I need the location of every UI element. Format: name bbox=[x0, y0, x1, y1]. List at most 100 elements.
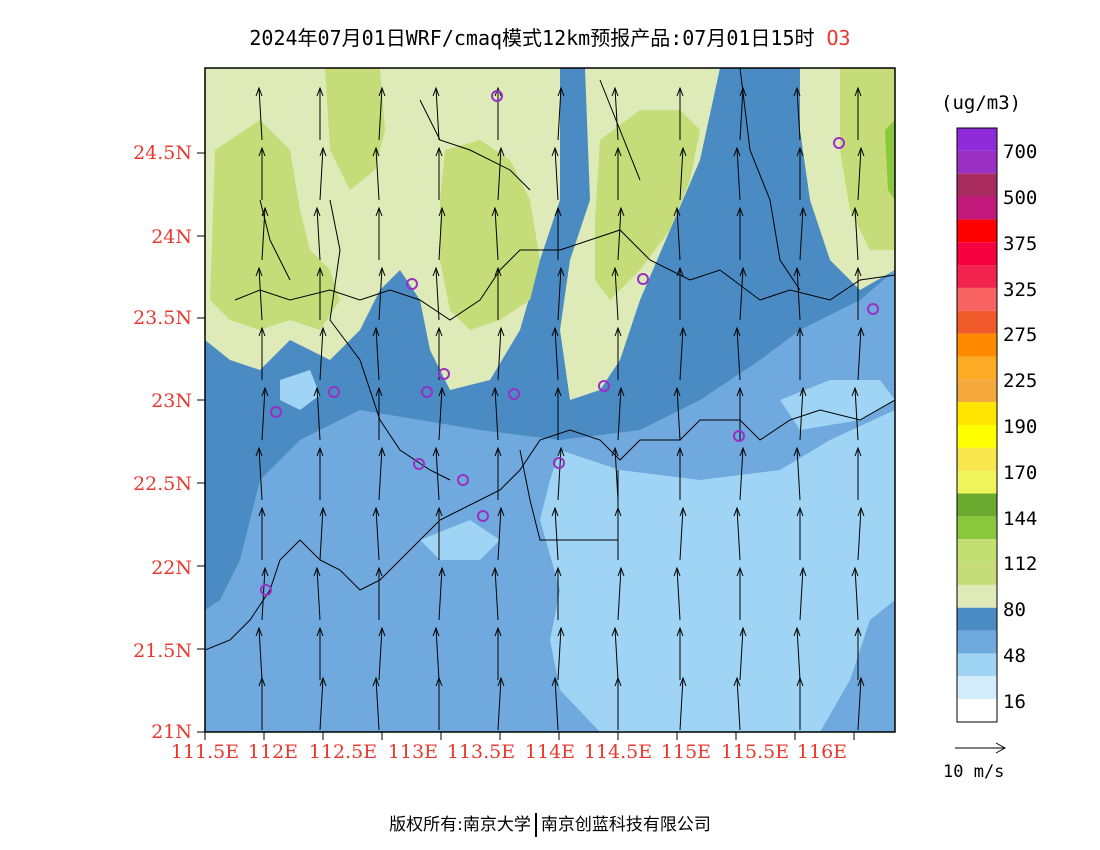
colorbar-segment bbox=[957, 607, 997, 631]
wind-arrow bbox=[438, 567, 443, 621]
wind-arrowhead bbox=[793, 446, 801, 457]
wind-arrowhead bbox=[611, 626, 619, 637]
wind-arrow bbox=[435, 267, 440, 321]
wind-arrowhead bbox=[435, 506, 443, 517]
lat-label: 22N bbox=[151, 557, 192, 579]
wind-arrowhead bbox=[316, 86, 324, 97]
wind-arrowhead bbox=[494, 266, 502, 277]
wind-arrow bbox=[617, 207, 622, 261]
wind-arrowhead bbox=[739, 86, 747, 97]
wind-arrow bbox=[857, 677, 862, 731]
wind-arrowhead bbox=[319, 146, 327, 157]
wind-arrowhead bbox=[372, 506, 380, 517]
wind-arrow bbox=[857, 327, 862, 381]
wind-arrow bbox=[676, 567, 681, 621]
lon-label: 114E bbox=[524, 741, 576, 763]
colorbar-segment bbox=[957, 425, 997, 448]
colorbar-segment bbox=[957, 584, 997, 608]
lat-label: 23.5N bbox=[133, 307, 192, 329]
colorbar-segment bbox=[957, 219, 997, 243]
wind-arrow bbox=[679, 677, 684, 731]
wind-arrowhead bbox=[432, 446, 440, 457]
wind-arrow bbox=[739, 447, 744, 501]
colorbar-segment bbox=[957, 128, 997, 151]
wind-arrowhead bbox=[736, 566, 744, 577]
station-circle bbox=[457, 474, 469, 486]
ozone-contour-field bbox=[205, 68, 895, 732]
colorbar bbox=[956, 127, 998, 723]
wind-arrow bbox=[854, 567, 859, 621]
wind-arrow bbox=[375, 677, 380, 731]
wind-arrow bbox=[796, 447, 801, 501]
map-title: 2024年07月01日WRF/cmaq模式12km预报产品:07月01日15时 O… bbox=[0, 22, 1100, 51]
wind-arrowhead bbox=[851, 386, 859, 397]
lat-label: 24.5N bbox=[133, 142, 192, 164]
wind-arrowhead bbox=[679, 146, 687, 157]
partner-text: 南京创蓝科技有限公司 bbox=[540, 815, 711, 835]
wind-arrowhead bbox=[372, 676, 380, 687]
wind-arrowhead bbox=[319, 326, 327, 337]
wind-arrowhead bbox=[557, 86, 565, 97]
wind-arrowhead bbox=[438, 206, 446, 217]
wind-arrowhead bbox=[258, 146, 266, 157]
station-circle bbox=[421, 386, 433, 398]
wind-arrow bbox=[557, 87, 562, 141]
wind-arrow bbox=[614, 87, 619, 141]
colorbar-label: 48 bbox=[1003, 645, 1026, 667]
wind-arrow bbox=[494, 567, 499, 621]
wind-arrowhead bbox=[857, 506, 865, 517]
wind-arrowhead bbox=[554, 386, 562, 397]
wind-arrow bbox=[261, 207, 266, 261]
wind-arrowhead bbox=[617, 566, 625, 577]
colorbar-label: 170 bbox=[1003, 462, 1038, 484]
station-circle bbox=[406, 278, 418, 290]
wind-arrowhead bbox=[679, 326, 687, 337]
wind-arrow bbox=[316, 207, 321, 261]
wind-arrowhead bbox=[497, 146, 505, 157]
wind-arrowhead bbox=[857, 326, 865, 337]
wind-arrowhead bbox=[491, 386, 499, 397]
lat-label: 24N bbox=[151, 226, 192, 248]
wind-arrowhead bbox=[551, 326, 559, 337]
lat-label: 21N bbox=[151, 721, 192, 743]
colorbar-label: 112 bbox=[1003, 553, 1038, 575]
wind-arrow bbox=[854, 207, 859, 261]
station-circle bbox=[260, 584, 272, 596]
wind-arrow bbox=[319, 507, 324, 561]
wind-reference-arrow bbox=[955, 742, 1007, 754]
wind-arrowhead bbox=[255, 86, 263, 97]
wind-arrowhead bbox=[432, 266, 440, 277]
wind-arrow bbox=[494, 207, 499, 261]
wind-arrowhead bbox=[611, 446, 619, 457]
wind-arrowhead bbox=[497, 326, 505, 337]
wind-arrow bbox=[554, 677, 559, 731]
wind-arrowhead bbox=[319, 676, 327, 687]
colorbar-segment bbox=[957, 287, 997, 311]
wind-reference-label: 10 m/s bbox=[943, 762, 1005, 782]
colorbar-segment bbox=[957, 310, 997, 334]
wind-arrow bbox=[378, 87, 383, 141]
wind-arrow bbox=[679, 327, 684, 381]
wind-arrow bbox=[258, 627, 263, 681]
wind-arrowhead bbox=[793, 86, 801, 97]
wind-arrow bbox=[258, 267, 263, 321]
colorbar-label: 225 bbox=[1003, 370, 1038, 392]
wind-arrowhead bbox=[378, 86, 386, 97]
wind-arrow bbox=[319, 147, 324, 201]
wind-arrow bbox=[378, 627, 383, 681]
colorbar-segment bbox=[957, 539, 997, 563]
wind-arrow bbox=[375, 507, 380, 561]
colorbar-segment bbox=[957, 676, 997, 700]
station-circle bbox=[598, 380, 610, 392]
wind-arrow bbox=[557, 627, 562, 681]
wind-arrow bbox=[799, 567, 804, 621]
wind-arrow bbox=[679, 507, 684, 561]
wind-arrowhead bbox=[375, 386, 383, 397]
wind-arrowhead bbox=[799, 386, 807, 397]
wind-arrowhead bbox=[375, 566, 383, 577]
wind-arrow bbox=[554, 147, 559, 201]
wind-arrow bbox=[799, 387, 804, 441]
wind-arrow bbox=[497, 327, 502, 381]
wind-arrowhead bbox=[739, 446, 747, 457]
